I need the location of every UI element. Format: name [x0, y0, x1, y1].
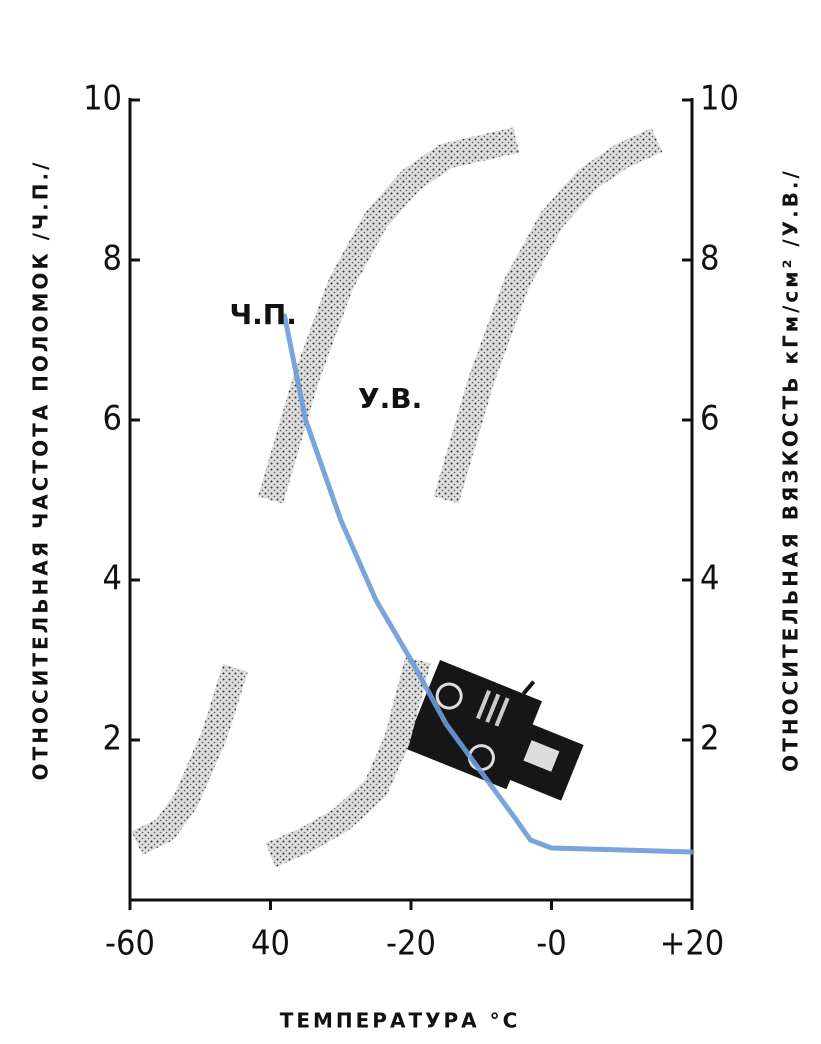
y2-tick-label: 2	[700, 719, 719, 759]
y-tick-label: 2	[103, 719, 122, 759]
x-axis-title: ТЕМПЕРАТУРА °C	[280, 1009, 521, 1033]
camera-illustration	[404, 660, 584, 801]
y2-tick-label: 10	[700, 79, 739, 119]
x-tick-label: -60	[105, 924, 155, 964]
x-tick-label: 40	[251, 924, 290, 964]
series-label: Ч.П.	[230, 298, 297, 331]
y-tick-label: 6	[103, 399, 122, 439]
y2-tick-label: 4	[700, 559, 719, 599]
band	[131, 127, 520, 855]
x-tick-label: +20	[660, 924, 725, 964]
y2-tick-label: 6	[700, 399, 719, 439]
y2-tick-label: 8	[700, 239, 719, 279]
x-tick-label: -0	[536, 924, 567, 964]
band	[265, 128, 663, 868]
y-tick-label: 8	[103, 239, 122, 279]
x-tick-label: -20	[386, 924, 436, 964]
y2-axis-title: ОТНОСИТЕЛЬНАЯ ВЯЗКОСТЬ кГм/см² /У.В./	[779, 168, 803, 772]
y-axis-title: ОТНОСИТЕЛЬНАЯ ЧАСТОТА ПОЛОМОК /Ч.П./	[29, 160, 53, 781]
y-tick-label: 4	[103, 559, 122, 599]
series-label: У.В.	[358, 382, 422, 415]
y-tick-label: 10	[83, 79, 122, 119]
line	[282, 313, 695, 855]
